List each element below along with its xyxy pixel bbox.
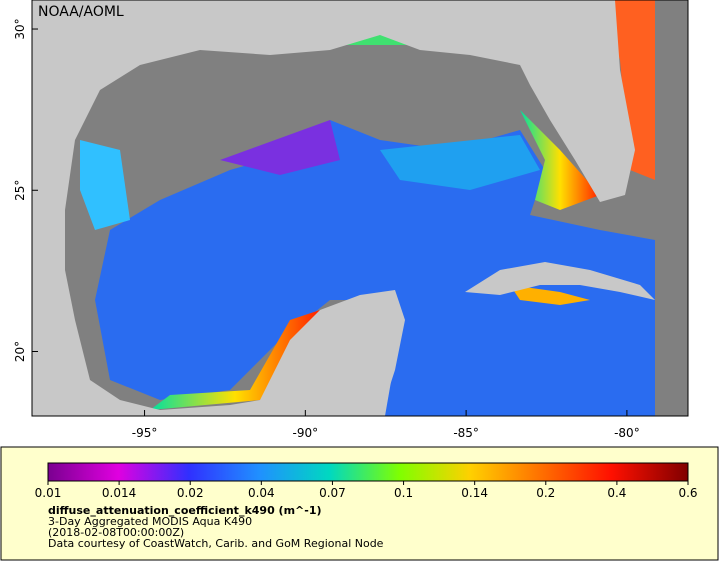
x-tick-label: -80°: [614, 426, 640, 440]
land: [300, 300, 400, 416]
land: [32, 0, 635, 416]
colorbar-tick-label: 0.6: [678, 486, 697, 500]
colorbar-tick-label: 0.02: [177, 486, 204, 500]
colorbar-tick-label: 0.07: [319, 486, 346, 500]
colorbar-tick-label: 0.014: [102, 486, 136, 500]
y-tick-label: 30°: [13, 18, 27, 39]
caption-time: (2018-02-08T00:00:00Z): [48, 526, 184, 539]
data-water: [220, 120, 340, 175]
colorbar-tick-label: 0.1: [394, 486, 413, 500]
caption-source: Data courtesy of CoastWatch, Carib. and …: [48, 537, 384, 550]
y-tick-label: 25°: [13, 180, 27, 201]
data-water: [80, 140, 130, 230]
data-water: [95, 120, 655, 416]
colorbar-tick-label: 0.2: [536, 486, 555, 500]
caption-dataset: 3-Day Aggregated MODIS Aqua K490: [48, 515, 252, 528]
data-water: [380, 135, 540, 190]
credit: NOAA/AOML: [38, 4, 124, 20]
y-tick-label: 20°: [13, 341, 27, 362]
caption-variable: diffuse_attenuation_coefficient_k490 (m^…: [48, 504, 322, 517]
land: [465, 262, 655, 300]
data-coast: [600, 0, 655, 180]
data-coast: [520, 110, 600, 210]
data-coast: [510, 285, 590, 305]
colorbar-tick-label: 0.01: [35, 486, 62, 500]
colorbar: [47, 462, 689, 482]
colorbar-tick-label: 0.14: [461, 486, 488, 500]
no-data: [655, 0, 688, 416]
colorbar-tick-label: 0.4: [607, 486, 626, 500]
map-frame: [31, 0, 689, 417]
map: NOAA/AOML: [32, 0, 688, 416]
x-tick-label: -90°: [293, 426, 319, 440]
x-tick-label: -85°: [453, 426, 479, 440]
colorbar-tick-label: 0.04: [248, 486, 275, 500]
x-tick-label: -95°: [132, 426, 158, 440]
